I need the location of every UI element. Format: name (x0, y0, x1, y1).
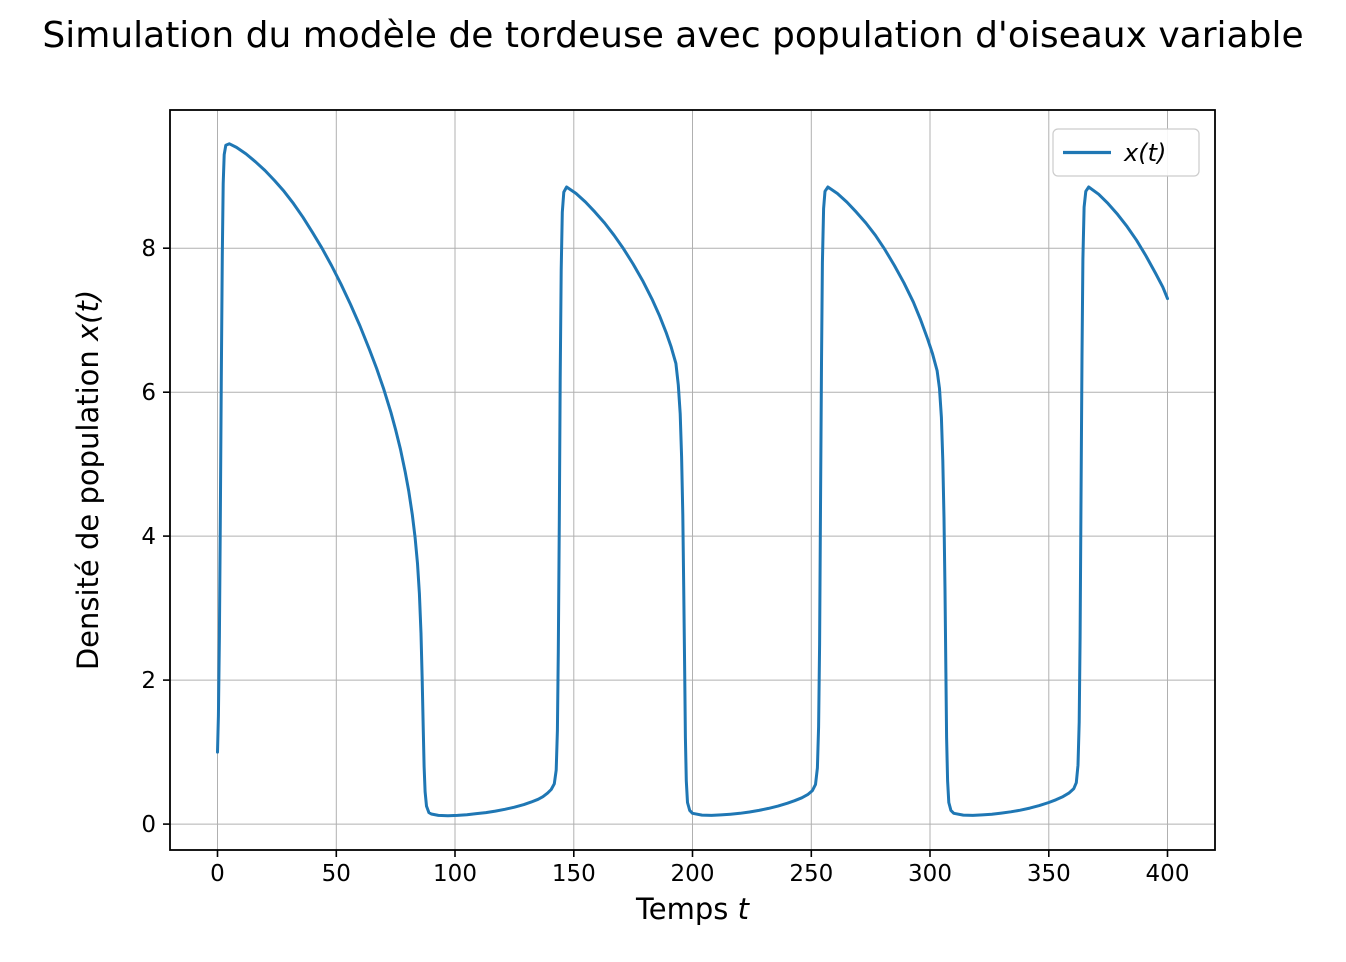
gridlines (170, 110, 1215, 850)
x-axis-label-variable: t (737, 892, 749, 926)
y-tick-label: 2 (141, 668, 156, 694)
x-tick-label: 250 (789, 861, 833, 887)
legend-label: x(t) (1123, 139, 1166, 167)
y-tick-label: 4 (141, 524, 156, 550)
x-axis-label: Temps t (170, 892, 1215, 926)
y-axis-label: Densité de population x(t) (71, 290, 105, 670)
ticks-and-labels: 0 50 100 150 200 250 300 350 400 0 2 4 6 8 (141, 236, 1189, 887)
y-axis-label-variable: x(t) (71, 289, 105, 342)
series-group (216, 142, 1169, 818)
y-tick-label: 8 (141, 236, 156, 262)
x-tick-label: 350 (1027, 861, 1071, 887)
y-tick-label: 6 (141, 380, 156, 406)
series-line-xt (216, 142, 1169, 818)
y-tick-label: 0 (141, 812, 156, 838)
y-axis-label-text: Densité de population (71, 341, 105, 671)
legend: x(t) (1052, 128, 1200, 177)
x-tick-label: 200 (671, 861, 715, 887)
x-tick-label: 300 (908, 861, 952, 887)
x-tick-label: 0 (210, 861, 225, 887)
x-tick-label: 150 (552, 861, 596, 887)
x-tick-label: 400 (1146, 861, 1190, 887)
x-axis-label-text: Temps (636, 892, 738, 926)
legend-box (1052, 128, 1200, 177)
x-tick-label: 100 (433, 861, 477, 887)
x-tick-label: 50 (322, 861, 351, 887)
chart-title: Simulation du modèle de tordeuse avec po… (42, 15, 1304, 56)
